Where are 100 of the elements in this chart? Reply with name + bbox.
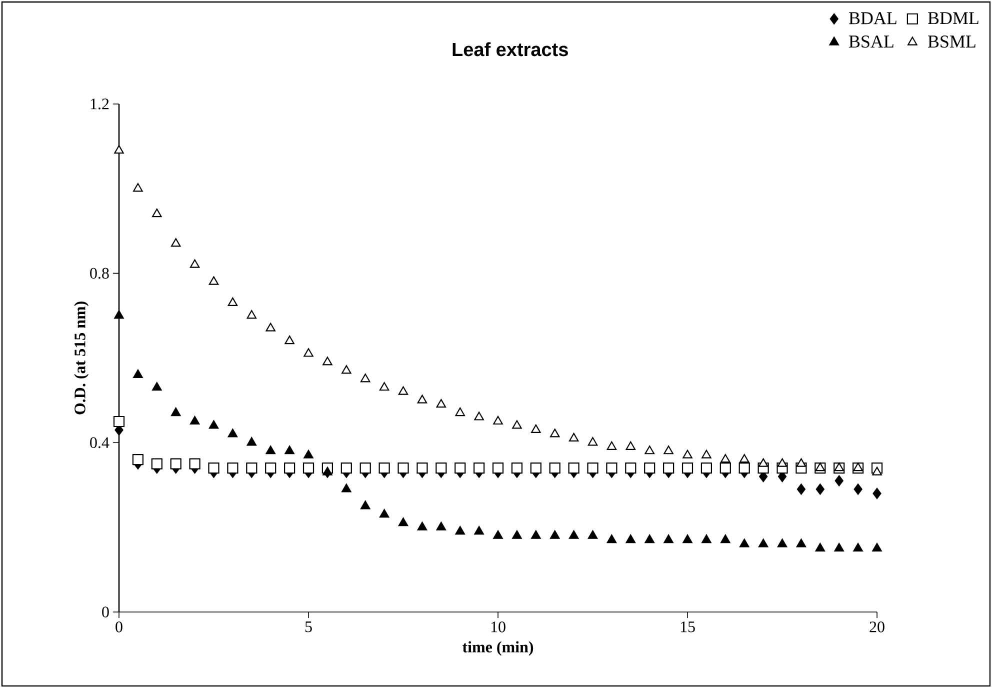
point (208, 276, 219, 286)
point (738, 462, 750, 474)
point (663, 462, 674, 474)
point (568, 530, 579, 540)
point (777, 458, 788, 468)
point (588, 530, 598, 540)
x-axis-title: time (min) (462, 641, 534, 656)
point (360, 500, 370, 510)
point (853, 462, 863, 472)
point (284, 336, 294, 344)
point (606, 534, 617, 544)
point (417, 394, 428, 404)
point (398, 386, 408, 396)
point (682, 534, 692, 544)
point (664, 534, 674, 544)
point (132, 454, 144, 466)
point (493, 416, 503, 425)
point (342, 484, 352, 492)
chart-title: Leaf extracts (452, 42, 568, 56)
point (208, 462, 220, 474)
point (530, 462, 542, 474)
point (416, 462, 428, 474)
legend-label: BSML (928, 36, 976, 48)
point (815, 543, 826, 552)
point (606, 442, 617, 450)
point (588, 437, 598, 446)
point (872, 543, 882, 552)
point (114, 310, 124, 319)
point (322, 356, 332, 366)
point (378, 462, 390, 474)
point (360, 462, 371, 474)
y-tick-label: 0.8 (90, 268, 109, 279)
y-tick-label: 1.2 (90, 98, 109, 110)
x-tick-label: 20 (870, 622, 884, 633)
point (304, 348, 314, 358)
point (246, 310, 257, 319)
point (265, 462, 276, 474)
point (208, 420, 219, 429)
y-tick-label: 0 (102, 606, 109, 618)
point (512, 530, 522, 540)
point (702, 450, 712, 459)
point (493, 530, 503, 540)
point (133, 370, 143, 378)
point (702, 534, 712, 544)
point (758, 458, 768, 468)
point (816, 484, 824, 495)
point (304, 450, 314, 459)
point (549, 462, 560, 474)
point (190, 416, 200, 425)
point (531, 424, 541, 434)
point (398, 462, 409, 474)
point (700, 462, 712, 474)
point (492, 462, 504, 474)
y-axis-title: O.D. (at 515 nm) (74, 302, 89, 415)
point (512, 420, 522, 429)
point (170, 408, 181, 416)
point (626, 534, 636, 544)
point (625, 462, 636, 474)
point (398, 518, 408, 526)
point (228, 298, 238, 306)
point (436, 462, 447, 474)
point (853, 543, 863, 552)
point (151, 458, 162, 470)
point (474, 462, 485, 474)
point (436, 522, 446, 531)
point (720, 534, 730, 544)
point (739, 538, 750, 548)
point (531, 530, 541, 540)
y-tick-label: 0.4 (90, 437, 110, 448)
x-tick-label: 15 (680, 622, 695, 632)
point (246, 462, 258, 474)
point (189, 458, 200, 470)
point (796, 458, 806, 468)
point (682, 462, 694, 474)
point (322, 466, 332, 476)
point (340, 462, 352, 474)
point (152, 382, 162, 391)
point (455, 408, 465, 416)
point (511, 462, 523, 474)
point (606, 462, 618, 474)
point (455, 526, 465, 535)
point (113, 416, 125, 428)
x-tick-label: 5 (305, 622, 312, 632)
point (436, 399, 446, 408)
point (796, 538, 806, 548)
legend-label: BSAL (848, 36, 894, 48)
point (190, 260, 200, 268)
point (550, 530, 560, 540)
point (379, 382, 390, 391)
point (152, 208, 162, 218)
point (834, 462, 844, 472)
point (474, 412, 484, 421)
point (720, 454, 730, 463)
point (834, 543, 844, 552)
point (872, 466, 882, 476)
point (626, 442, 636, 450)
point (379, 509, 390, 518)
point (114, 145, 124, 154)
point (587, 462, 598, 474)
point (342, 365, 352, 374)
